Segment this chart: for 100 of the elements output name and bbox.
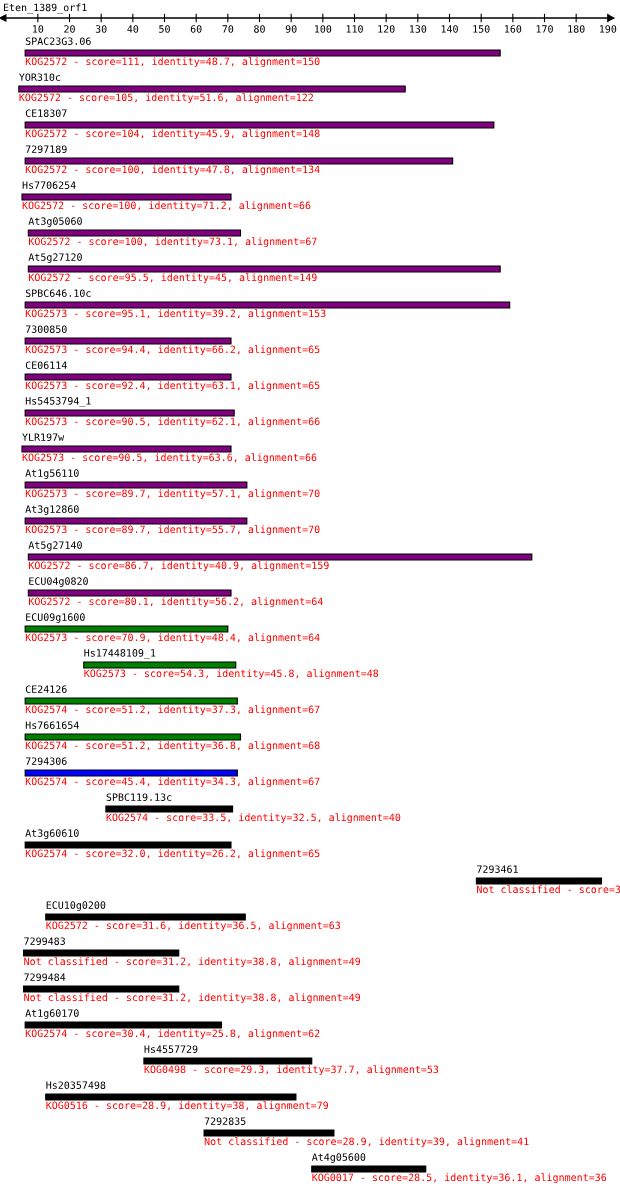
y-tick-label: At4g05600 <box>311 1153 366 1163</box>
data-label: KOG2573 - score=89.7, identity=57.1, alignment=70 <box>25 489 320 500</box>
y-tick-label: At1g56110 <box>25 469 79 479</box>
y-tick-label: At3g12860 <box>25 505 79 515</box>
x-tick-label: 60 <box>190 25 202 33</box>
data-label: KOG2573 - score=54.3, identity=45.8, alignment=48 <box>84 669 379 680</box>
data-label: KOG2574 - score=45.4, identity=34.3, alignment=67 <box>25 777 320 788</box>
x-tick-label: 50 <box>159 25 170 33</box>
y-tick-label: ECU04g0820 <box>29 577 88 587</box>
y-tick-label: YOR310c <box>19 73 61 81</box>
data-label: KOG0498 - score=29.3, identity=37.7, alignment=53 <box>144 1065 439 1076</box>
data-label: Not classified - score=31.2, identity=38.8, alignment=49 <box>24 993 361 1004</box>
bar <box>24 49 501 57</box>
bar <box>24 409 235 417</box>
bar <box>24 769 238 777</box>
y-tick-label: SPBC646.10c <box>25 289 91 297</box>
bar <box>27 265 501 273</box>
y-tick-label: 7299483 <box>24 937 65 945</box>
x-tick-label: 120 <box>378 25 395 33</box>
y-tick-label: YLR197w <box>22 433 65 441</box>
y-tick-label: At3g05060 <box>28 217 82 227</box>
bar <box>24 625 229 633</box>
x-tick-label: 170 <box>536 25 553 33</box>
bar <box>27 553 533 561</box>
bar <box>45 913 246 921</box>
bar <box>18 85 406 93</box>
y-tick-label: 7297189 <box>25 145 67 153</box>
bar <box>475 877 603 885</box>
data-label: KOG2572 - score=86.7, identity=40.9, alignment=159 <box>29 561 329 572</box>
bar <box>24 841 232 849</box>
data-label: KOG2572 - score=105, identity=51.6, alignment=122 <box>19 93 313 104</box>
data-label: Not classified - score=28.9, identity=39, alignment=41 <box>204 1137 529 1148</box>
x-tick-label: 180 <box>568 25 585 33</box>
bar <box>21 193 232 201</box>
bar <box>105 805 234 813</box>
data-label: KOG2574 - score=51.2, identity=36.8, alignment=68 <box>25 741 320 752</box>
x-tick-label: 150 <box>473 25 490 33</box>
y-tick-label: SPAC23G3.06 <box>25 37 91 45</box>
data-label: KOG0516 - score=28.9, identity=38, alignment=79 <box>46 1101 329 1112</box>
data-label: KOG2574 - score=51.2, identity=37.3, alignment=67 <box>25 705 320 716</box>
bar <box>24 1021 223 1029</box>
bar <box>24 301 511 309</box>
data-label: KOG2573 - score=92.4, identity=63.1, alignment=65 <box>25 381 320 392</box>
chart-title: Eten_1389_orf1 <box>3 3 87 14</box>
x-tick-label: 90 <box>285 25 297 33</box>
x-tick-label: 130 <box>410 25 427 33</box>
bar <box>27 589 232 597</box>
bar <box>23 949 180 957</box>
y-tick-label: Hs20357498 <box>46 1081 106 1089</box>
bar <box>311 1165 427 1173</box>
y-tick-label: Hs17448109_1 <box>84 649 156 659</box>
y-tick-label: 7300850 <box>25 325 67 333</box>
x-tick-label: 80 <box>254 25 265 33</box>
bar <box>143 1057 313 1065</box>
x-tick-label: 70 <box>222 25 234 33</box>
data-label: KOG2572 - score=31.6, identity=36.5, alignment=63 <box>46 921 340 932</box>
data-label: KOG2572 - score=95.5, identity=45, alignment=149 <box>29 273 317 284</box>
data-label: KOG2573 - score=94.4, identity=66.2, alignment=65 <box>25 345 320 356</box>
y-tick-label: CE24126 <box>25 685 67 693</box>
data-label: KOG2572 - score=80.1, identity=56.2, alignment=64 <box>29 597 323 608</box>
y-tick-label: Hs7661654 <box>25 721 79 729</box>
x-tick-label: 20 <box>64 25 75 33</box>
bar <box>21 445 232 453</box>
y-tick-label: CE06114 <box>25 361 67 369</box>
data-label: KOG2573 - score=95.1, identity=39.2, alignment=153 <box>25 309 326 320</box>
x-tick-label: 30 <box>95 25 107 33</box>
data-label: KOG2574 - score=30.4, identity=25.8, alignment=62 <box>25 1029 320 1040</box>
data-label: KOG2573 - score=90.5, identity=63.6, alignment=66 <box>22 453 317 464</box>
bar <box>24 517 248 525</box>
bar <box>203 1129 335 1137</box>
y-tick-label: ECU09g1600 <box>26 613 85 623</box>
bar <box>23 985 180 993</box>
x-tick-label: 160 <box>505 25 522 33</box>
y-tick-label: At5g27140 <box>28 541 82 551</box>
x-tick-label: 110 <box>346 25 363 33</box>
data-label: KOG2572 - score=104, identity=45.9, alignment=148 <box>25 129 320 140</box>
bar <box>24 337 232 345</box>
x-tick-label: 10 <box>33 25 44 33</box>
data-label: KOG2572 - score=111, identity=48.7, alignment=150 <box>25 57 320 68</box>
data-label: Not classified - score=31.2, identity=38.8, alignment=49 <box>24 957 361 968</box>
y-tick-label: At3g60610 <box>25 829 79 839</box>
x-tick-label: 190 <box>600 25 617 33</box>
y-tick-label: ECU10g0200 <box>46 901 106 911</box>
bar <box>24 733 242 741</box>
y-tick-label: At1g60170 <box>25 1009 79 1019</box>
data-label: KOG2573 - score=90.5, identity=62.1, alignment=66 <box>25 417 320 428</box>
bar <box>24 373 232 381</box>
data-label: KOG2573 - score=89.7, identity=55.7, alignment=70 <box>25 525 320 536</box>
y-tick-label: Hs4557729 <box>144 1045 198 1053</box>
y-tick-label: 7299484 <box>24 973 66 981</box>
x-tick-label: 100 <box>315 25 332 33</box>
bar <box>45 1093 297 1101</box>
y-tick-label: 7293461 <box>477 865 518 873</box>
data-label: KOG2574 - score=32.0, identity=26.2, alignment=65 <box>25 849 320 860</box>
y-tick-label: 7292835 <box>204 1117 246 1125</box>
y-tick-label: CE18307 <box>25 109 67 117</box>
data-label: KOG2572 - score=100, identity=47.8, alignment=134 <box>25 165 320 176</box>
y-tick-label: Hs5453794_1 <box>25 397 91 407</box>
annotation: Not classified - score=3 <box>477 885 620 894</box>
y-tick-label: At5g27120 <box>28 253 82 263</box>
